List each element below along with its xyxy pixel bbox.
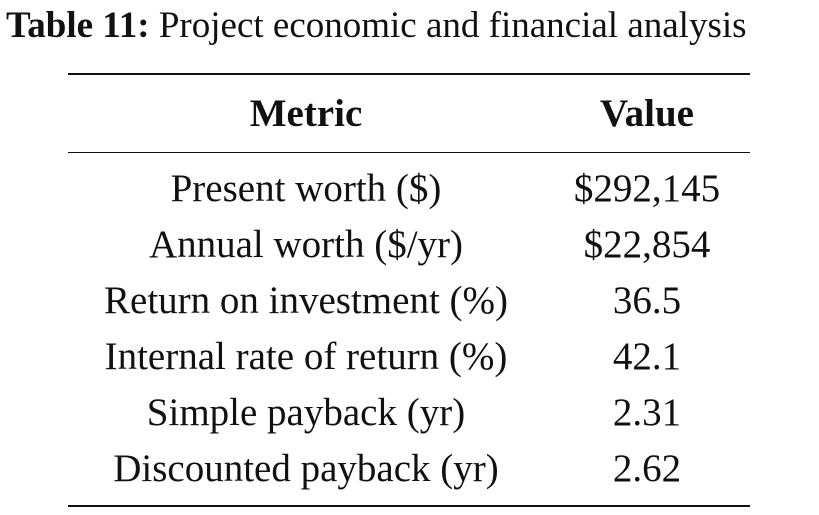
row-metric: Return on investment (%) (104, 279, 508, 322)
table-caption: Table 11: Project economic and financial… (6, 2, 816, 50)
economic-analysis-table: Metric Value Present worth ($) $292,145 … (68, 73, 750, 507)
table-row: Annual worth ($/yr) $22,854 (68, 217, 750, 273)
table-caption-label: Table 11: (6, 5, 150, 46)
row-value: 2.31 (612, 391, 682, 434)
table-header-rule (68, 152, 750, 153)
header-value: Value (600, 92, 694, 135)
data-table: Metric Value (68, 75, 750, 152)
table-top-rule (68, 73, 750, 75)
row-metric: Simple payback (yr) (146, 391, 466, 434)
table-row: Simple payback (yr) 2.31 (68, 385, 750, 441)
table-row: Discounted payback (yr) 2.62 (68, 441, 750, 497)
table-caption-text: Project economic and financial analysis (158, 5, 747, 46)
row-value: $22,854 (583, 223, 711, 266)
table-row: Present worth ($) $292,145 (68, 153, 750, 217)
table-row: Internal rate of return (%) 42.1 (68, 329, 750, 385)
row-metric: Discounted payback (yr) (113, 447, 499, 490)
row-metric: Annual worth ($/yr) (148, 223, 464, 266)
row-value: 2.62 (612, 447, 682, 490)
table-bottom-spacer (68, 497, 750, 505)
data-table-body: Present worth ($) $292,145 Annual worth … (68, 153, 750, 505)
row-value: 42.1 (612, 335, 682, 378)
table-header-row: Metric Value (68, 75, 750, 152)
table-bottom-rule (68, 505, 750, 507)
row-metric: Internal rate of return (%) (104, 335, 508, 378)
row-value: 36.5 (612, 279, 682, 322)
row-value: $292,145 (573, 167, 721, 210)
row-metric: Present worth ($) (170, 167, 442, 210)
table-row: Return on investment (%) 36.5 (68, 273, 750, 329)
header-metric: Metric (249, 92, 363, 135)
